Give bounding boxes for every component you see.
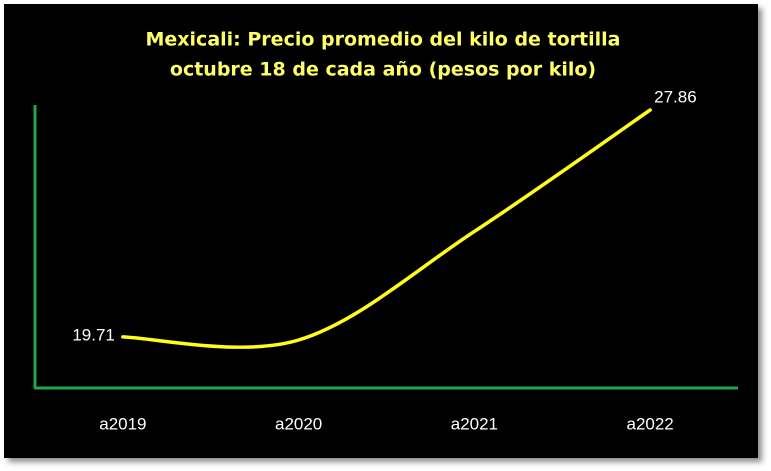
chart-subtitle: octubre 18 de cada año (pesos por kilo): [170, 59, 596, 81]
data-label: 19.71: [72, 325, 115, 344]
data-label: 27.86: [654, 87, 697, 106]
x-tick-label: a2021: [451, 414, 498, 433]
chart-background: [4, 4, 758, 458]
x-tick-label: a2022: [626, 414, 673, 433]
x-tick-label: a2019: [99, 414, 146, 433]
line: [121, 108, 652, 349]
chart-title: Mexicali: Precio promedio del kilo de to…: [146, 29, 621, 51]
x-tick-label: a2020: [275, 414, 322, 433]
